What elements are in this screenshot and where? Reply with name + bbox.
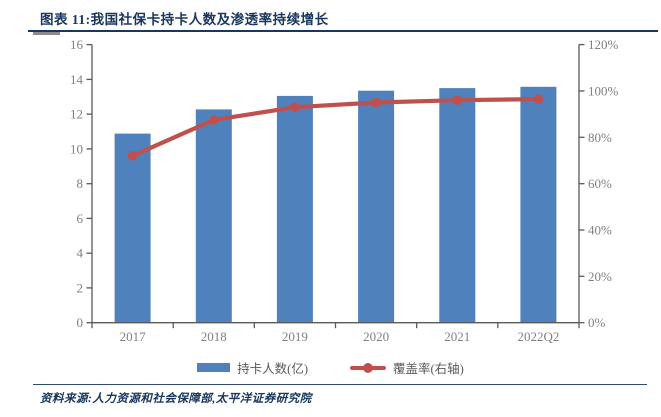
legend-item-cardholders: 持卡人数(亿) bbox=[197, 358, 308, 377]
svg-text:0: 0 bbox=[77, 315, 84, 330]
svg-text:0%: 0% bbox=[588, 315, 606, 330]
bar-series-label: 持卡人数(亿) bbox=[237, 362, 308, 376]
footer-divider bbox=[33, 384, 647, 385]
svg-text:2017: 2017 bbox=[120, 329, 147, 344]
bar-2018 bbox=[195, 109, 232, 323]
svg-text:2020: 2020 bbox=[363, 329, 389, 344]
chart-canvas: 0 2 4 6 8 10 12 14 16 0% 20% 40% 60% 80% 100% 120% 2017 2… bbox=[70, 37, 619, 344]
svg-text:2019: 2019 bbox=[282, 329, 308, 344]
svg-text:2018: 2018 bbox=[201, 329, 227, 344]
bar-2022Q2 bbox=[520, 86, 557, 323]
coverage-line bbox=[130, 96, 541, 158]
svg-text:2021: 2021 bbox=[444, 329, 470, 344]
svg-text:14: 14 bbox=[70, 72, 84, 87]
chart-legend: 持卡人数(亿) 覆盖率(右轴) bbox=[0, 358, 661, 377]
coverage-marker bbox=[452, 95, 463, 105]
svg-text:12: 12 bbox=[70, 107, 83, 122]
bar-2019 bbox=[276, 95, 313, 323]
svg-text:120%: 120% bbox=[588, 37, 619, 52]
svg-text:4: 4 bbox=[77, 246, 84, 261]
svg-text:80%: 80% bbox=[588, 130, 612, 145]
line-series-swatch-icon bbox=[350, 362, 386, 373]
svg-text:16: 16 bbox=[70, 37, 84, 52]
coverage-marker bbox=[209, 115, 219, 125]
coverage-marker bbox=[290, 102, 300, 112]
coverage-marker bbox=[533, 94, 544, 104]
bar-2017 bbox=[114, 133, 151, 323]
coverage-marker bbox=[371, 97, 381, 108]
svg-text:2022Q2: 2022Q2 bbox=[517, 329, 559, 344]
svg-text:10: 10 bbox=[70, 141, 83, 156]
line-series-marker-icon bbox=[363, 362, 373, 373]
svg-text:2: 2 bbox=[77, 280, 84, 295]
svg-text:100%: 100% bbox=[588, 84, 619, 99]
svg-text:6: 6 bbox=[77, 211, 84, 226]
bar-2021 bbox=[439, 88, 476, 323]
line-series-label: 覆盖率(右轴) bbox=[393, 362, 464, 376]
chart-title: 图表 11:我国社保卡持卡人数及渗透率持续增长 bbox=[40, 12, 329, 27]
svg-text:60%: 60% bbox=[588, 176, 612, 191]
title-divider-accent bbox=[33, 31, 60, 35]
legend-item-coverage: 覆盖率(右轴) bbox=[350, 358, 464, 377]
svg-text:8: 8 bbox=[77, 176, 84, 191]
bar-series-swatch-icon bbox=[197, 363, 231, 372]
bar-2020 bbox=[358, 90, 395, 323]
svg-text:20%: 20% bbox=[588, 269, 612, 284]
coverage-marker bbox=[127, 151, 138, 161]
title-divider bbox=[28, 30, 658, 32]
axis-lines: 0 2 4 6 8 10 12 14 16 0% 20% 40% 60% 80% 100% 120% 2017 2… bbox=[70, 37, 619, 344]
source-note: 资料来源:人力资源和社会保障部,太平洋证券研究院 bbox=[40, 393, 312, 405]
svg-text:40%: 40% bbox=[588, 223, 612, 238]
